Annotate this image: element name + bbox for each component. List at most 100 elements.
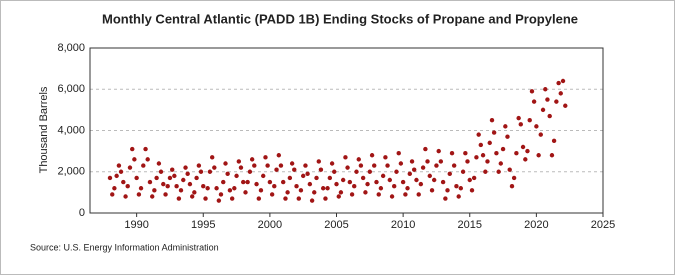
point xyxy=(531,99,537,104)
point xyxy=(409,159,415,164)
point xyxy=(547,113,552,119)
y-tick-label: 2,000 xyxy=(57,166,85,178)
point xyxy=(343,155,348,160)
point xyxy=(114,173,119,179)
plot-frame xyxy=(89,47,604,214)
point xyxy=(334,181,339,187)
point xyxy=(554,99,559,104)
point xyxy=(352,183,357,189)
point xyxy=(205,186,210,191)
point xyxy=(272,183,277,189)
point xyxy=(505,134,510,139)
point xyxy=(118,169,124,174)
point xyxy=(356,157,361,162)
point xyxy=(447,171,452,177)
point xyxy=(218,192,224,197)
point xyxy=(298,188,304,193)
point xyxy=(434,163,439,168)
point xyxy=(201,183,206,189)
point xyxy=(150,194,155,199)
x-tick-label: 2005 xyxy=(324,219,348,231)
point xyxy=(116,163,122,168)
point xyxy=(551,138,557,144)
point xyxy=(463,150,468,156)
point xyxy=(285,190,290,195)
point xyxy=(196,163,202,168)
point xyxy=(247,169,253,174)
point xyxy=(276,153,282,158)
point xyxy=(394,169,399,174)
point xyxy=(411,167,417,172)
y-tick-label: 6,000 xyxy=(57,83,85,95)
point xyxy=(121,179,126,185)
point xyxy=(418,181,424,187)
point xyxy=(265,163,270,168)
point xyxy=(556,80,561,86)
point xyxy=(327,175,333,181)
point xyxy=(518,122,523,127)
point xyxy=(431,177,437,183)
point xyxy=(425,159,430,164)
point xyxy=(534,124,539,129)
point xyxy=(494,150,499,156)
point xyxy=(354,169,359,174)
point xyxy=(292,167,297,172)
point xyxy=(380,173,386,179)
point xyxy=(523,157,528,162)
point xyxy=(347,179,353,185)
point xyxy=(158,169,164,174)
point xyxy=(443,196,448,201)
point xyxy=(170,167,175,172)
point xyxy=(207,169,213,174)
point xyxy=(420,165,426,170)
point xyxy=(254,181,259,187)
point xyxy=(369,153,375,158)
point xyxy=(178,188,184,193)
point xyxy=(190,194,195,199)
point xyxy=(112,186,117,191)
point xyxy=(365,181,370,187)
point xyxy=(172,173,177,179)
point xyxy=(405,186,410,191)
point xyxy=(154,175,159,181)
point xyxy=(536,153,541,158)
point xyxy=(127,165,133,170)
point xyxy=(474,155,479,160)
point xyxy=(274,167,279,172)
point xyxy=(263,155,268,160)
point xyxy=(123,194,128,199)
point xyxy=(107,175,113,181)
point xyxy=(560,78,566,84)
y-tick-label: 8,000 xyxy=(57,42,85,54)
point xyxy=(349,192,355,197)
point xyxy=(538,132,543,137)
point xyxy=(163,192,168,197)
point xyxy=(281,179,286,185)
point xyxy=(436,148,441,154)
point xyxy=(483,169,488,174)
point xyxy=(141,163,146,168)
point xyxy=(203,196,208,201)
point xyxy=(407,171,412,177)
point xyxy=(132,157,137,162)
point xyxy=(225,171,230,177)
point xyxy=(438,159,444,164)
point xyxy=(147,179,153,185)
point xyxy=(489,117,495,123)
point xyxy=(216,198,222,203)
point xyxy=(134,175,139,181)
point xyxy=(227,188,233,193)
point xyxy=(527,117,532,123)
point xyxy=(423,146,428,152)
point xyxy=(525,148,530,154)
point xyxy=(414,177,419,183)
point xyxy=(325,186,330,191)
point xyxy=(138,186,144,191)
point xyxy=(454,183,459,189)
point xyxy=(234,173,239,179)
y-axis-label: Thousand Barrels xyxy=(38,86,50,173)
point xyxy=(283,196,288,201)
point xyxy=(498,161,503,166)
point xyxy=(376,192,381,197)
point xyxy=(360,175,366,181)
